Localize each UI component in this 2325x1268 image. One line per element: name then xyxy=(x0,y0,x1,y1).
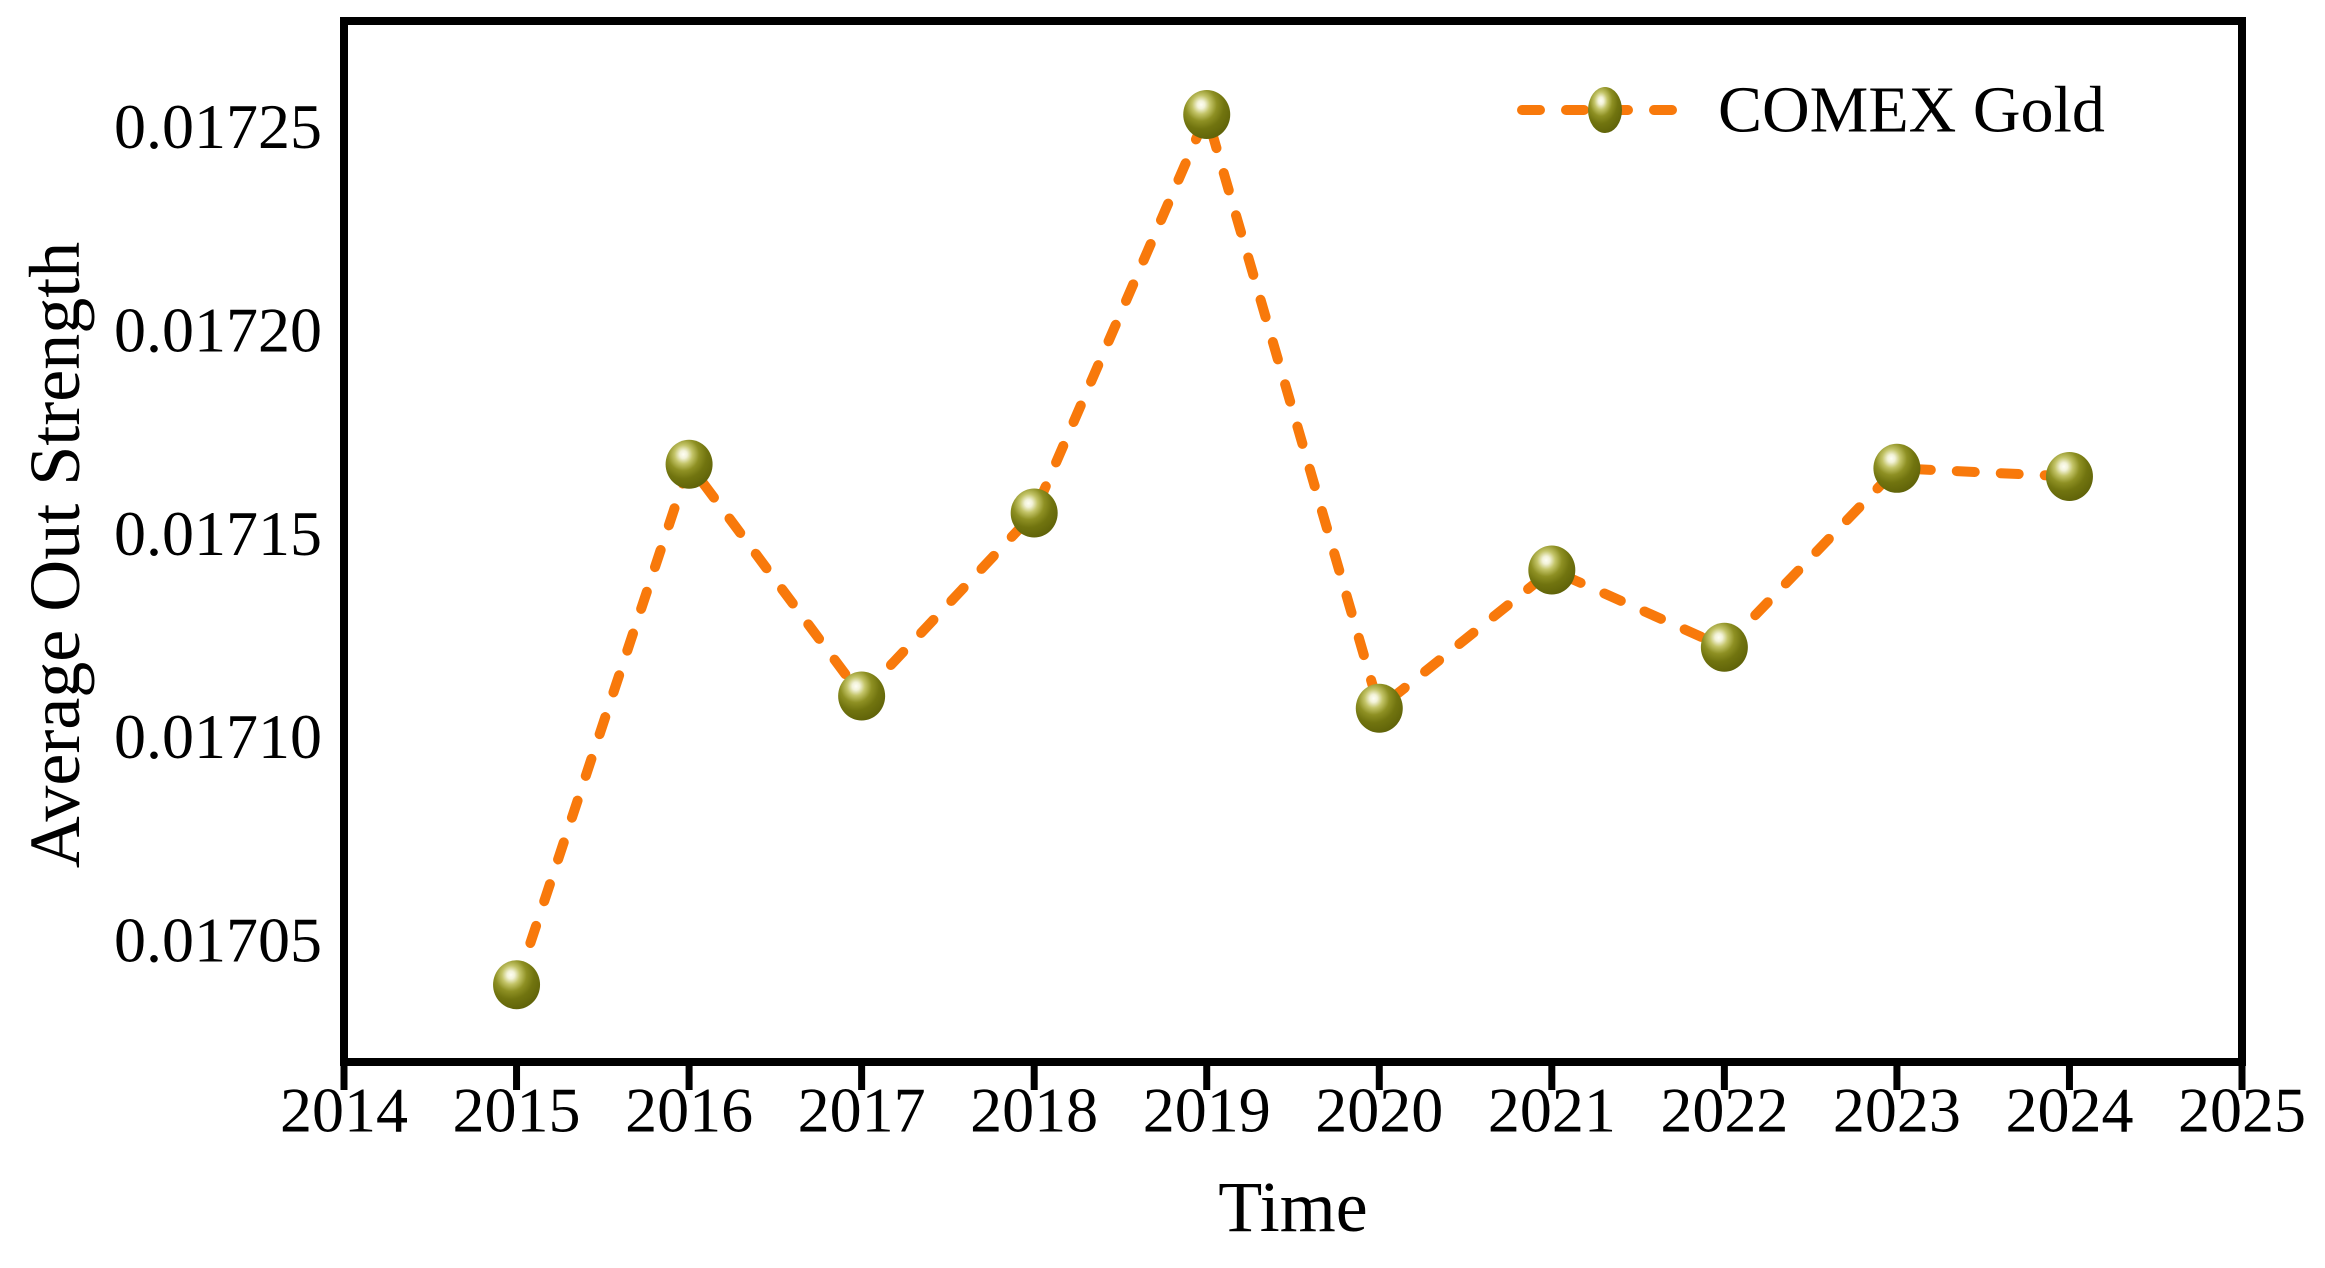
x-axis-tick-labels: 2014 2015 2016 2017 2018 2019 2020 2021 2022 2023… xyxy=(280,1075,2306,1146)
y-tick-label: 0.01725 xyxy=(114,91,322,162)
comex-gold-line xyxy=(511,109,2075,990)
x-tick-label: 2024 xyxy=(2005,1075,2133,1146)
comex-gold-markers xyxy=(493,90,2093,1010)
x-tick-label: 2023 xyxy=(1833,1075,1961,1146)
plot-border xyxy=(340,17,2246,1066)
x-tick-label: 2014 xyxy=(280,1075,408,1146)
x-tick-label: 2019 xyxy=(1143,1075,1271,1146)
x-tick-label: 2021 xyxy=(1488,1075,1616,1146)
data-point-2020 xyxy=(1355,683,1403,733)
data-point-2024 xyxy=(2045,451,2093,501)
data-point-2018 xyxy=(1010,488,1058,538)
series-line xyxy=(511,109,2075,990)
y-tick-label: 0.01715 xyxy=(114,498,322,569)
data-point-2019 xyxy=(1183,90,1231,140)
y-tick-label: 0.01720 xyxy=(114,295,322,366)
legend-label: COMEX Gold xyxy=(1718,74,2105,147)
x-tick-label: 2022 xyxy=(1660,1075,1788,1146)
legend-marker-sample xyxy=(1588,87,1622,133)
x-tick-label: 2017 xyxy=(798,1075,926,1146)
y-tick-label: 0.01710 xyxy=(114,701,322,772)
x-tick-label: 2020 xyxy=(1315,1075,1443,1146)
y-axis-tick-labels: 0.01705 0.01710 0.01715 0.01720 0.01725 xyxy=(114,91,322,975)
data-point-2015 xyxy=(493,960,541,1010)
x-tick-label: 2025 xyxy=(2178,1075,2306,1146)
x-tick-label: 2018 xyxy=(970,1075,1098,1146)
legend-line-marker xyxy=(1517,87,1693,133)
data-point-2016 xyxy=(665,439,713,489)
legend: COMEX Gold xyxy=(1517,74,2105,147)
x-axis-label: Time xyxy=(1218,1167,1367,1247)
data-point-2021 xyxy=(1528,545,1576,595)
x-tick-label: 2016 xyxy=(625,1075,753,1146)
y-tick-label: 0.01705 xyxy=(114,905,322,976)
y-axis-label: Average Out Strength xyxy=(15,242,95,868)
data-point-2022 xyxy=(1700,622,1748,672)
x-tick-label: 2015 xyxy=(453,1075,581,1146)
x-axis-ticks xyxy=(340,1066,2246,1090)
data-point-2023 xyxy=(1873,443,1921,493)
axes-spines xyxy=(340,17,2246,1066)
data-point-2017 xyxy=(838,671,886,721)
